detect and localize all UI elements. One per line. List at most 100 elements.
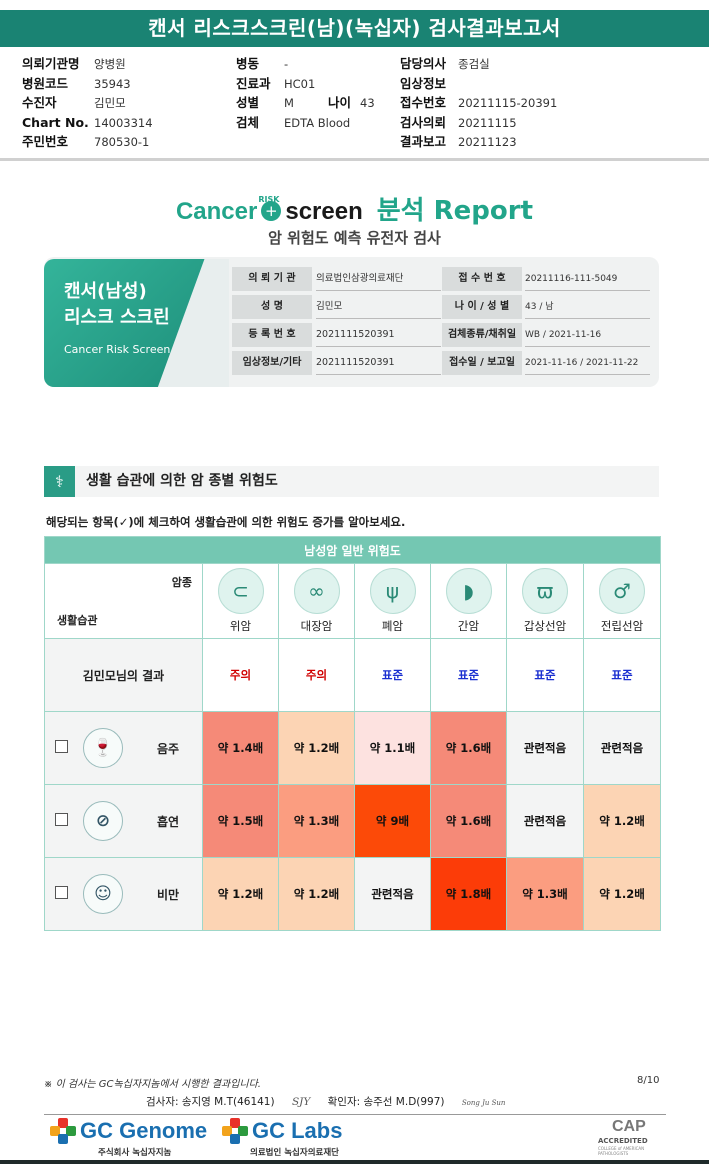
field-value: 14003314 xyxy=(94,115,153,130)
field-label: 결과보고 xyxy=(400,134,447,149)
smoking-icon: ⊘ xyxy=(83,801,123,841)
habit-label-cell: 🍷 음주 xyxy=(44,711,203,785)
cancer-column-header: ♂ 전립선암 xyxy=(582,563,662,639)
habit-checkbox[interactable] xyxy=(55,740,68,753)
field-label: 진료과 xyxy=(236,75,271,91)
footer-divider xyxy=(44,1114,666,1115)
info-value: 2021-11-16 / 2021-11-22 xyxy=(525,351,650,375)
cancer-name: 위암 xyxy=(229,619,252,633)
cancer-column-header: ◗ 간암 xyxy=(430,563,507,639)
logo-screen-text: screen xyxy=(285,198,363,225)
cancer-column-header: ⊂ 위암 xyxy=(202,563,279,639)
gc-labs-logo: GC Labs 의료법인 녹십자의료재단 xyxy=(222,1118,342,1158)
cancer-name: 대장암 xyxy=(300,619,333,633)
risk-cell: 관련적음 xyxy=(582,711,662,785)
info-key: 임상정보/기타 xyxy=(232,351,312,375)
gc-cross-icon xyxy=(50,1118,76,1144)
header-field: 진료과 HC01 xyxy=(236,74,375,94)
habit-checkbox[interactable] xyxy=(55,886,68,899)
header-col-2: 병동 - 진료과 HC01 성별 M 나이 43 검체 EDTA Blood xyxy=(236,54,375,132)
plus-circle-icon: + RISK xyxy=(258,195,282,221)
header-field: Chart No. 14003314 xyxy=(22,113,153,133)
risk-table: 남성암 일반 위험도 암종 생활습관 ⊂ 위암 ∞ 대장암 ψ 폐암 ◗ 간암 ϖ 갑상선암 ♂ 전립… xyxy=(43,536,662,931)
alcohol-icon: 🍷 xyxy=(83,728,123,768)
obesity-icon: ☺ xyxy=(83,874,123,914)
header-divider xyxy=(0,158,709,161)
cap-accredited-logo: CAP ACCREDITED COLLEGE of AMERICAN PATHO… xyxy=(596,1118,666,1156)
card-english-title: Cancer Risk Screen xyxy=(64,343,171,356)
logo-risk-text: RISK xyxy=(258,195,280,204)
logo-report-text: 분석 Report xyxy=(376,196,534,226)
logo-cancer-text: Cancer xyxy=(175,198,258,225)
info-value: 김민모 xyxy=(316,295,441,319)
tester-text: 검사자: 송지영 M.T(46141) xyxy=(146,1096,275,1108)
result-label: 김민모님의 결과 xyxy=(44,638,203,712)
cap-text: CAP xyxy=(612,1118,646,1135)
card-title-line: 캔서(남성) xyxy=(64,281,147,302)
header-field: 검사의뢰 20211115 xyxy=(400,113,557,133)
header-field: 의뢰기관명 양병원 xyxy=(22,54,153,74)
header-field: 임상정보 xyxy=(400,74,557,94)
thyroid-icon: ϖ xyxy=(522,568,568,614)
field-label: 담당의사 xyxy=(400,56,447,71)
habit-row: ⊘ 흡연 약 1.5배 약 1.3배 약 9배 약 1.6배 관련적음 약 1.2배 xyxy=(44,784,662,858)
prostate-icon: ♂ xyxy=(599,568,645,614)
tester-signature: SJY xyxy=(291,1096,311,1108)
risk-cell: 약 1.2배 xyxy=(202,857,279,931)
cap-accredited-text: ACCREDITED xyxy=(598,1137,648,1145)
info-key: 검체종류/채취일 xyxy=(442,323,522,347)
instruction-text: 해당되는 항목(✓)에 체크하여 생활습관에 의한 위험도 증가를 알아보세요. xyxy=(46,515,406,529)
habit-name: 비만 xyxy=(157,888,180,902)
habit-name: 흡연 xyxy=(157,815,180,829)
info-value: 의료법인삼광의료재단 xyxy=(316,267,441,291)
risk-cell: 약 1.1배 xyxy=(354,711,431,785)
brand-subtitle: 의료법인 녹십자의료재단 xyxy=(250,1148,339,1158)
habit-checkbox[interactable] xyxy=(55,813,68,826)
info-value: 20211116-111-5049 xyxy=(525,267,650,291)
lifestyle-header: 생활습관 xyxy=(57,614,98,627)
cancer-name: 간암 xyxy=(457,619,480,633)
result-status: 표준 xyxy=(582,638,662,712)
section-title: 생활 습관에 의한 암 종별 위험도 xyxy=(86,473,278,489)
report-subtitle: 암 위험도 예측 유전자 검사 xyxy=(268,229,441,247)
field-value: 종검실 xyxy=(458,57,490,71)
cancer-column-header: ϖ 갑상선암 xyxy=(506,563,584,639)
header-field: 수진자 김민모 xyxy=(22,93,153,113)
field-value: 양병원 xyxy=(94,57,126,71)
age-value: 43 xyxy=(360,96,375,110)
risk-cell: 약 1.3배 xyxy=(506,857,584,931)
habit-row: 🍷 음주 약 1.4배 약 1.2배 약 1.1배 약 1.6배 관련적음 관련적음 xyxy=(44,711,662,785)
stethoscope-icon: ⚕ xyxy=(44,466,75,497)
field-value: 김민모 xyxy=(94,96,126,110)
result-status: 표준 xyxy=(354,638,431,712)
risk-cell: 관련적음 xyxy=(354,857,431,931)
header-field: 병동 - xyxy=(236,54,375,74)
info-key: 성 명 xyxy=(232,295,312,319)
risk-cell: 약 1.6배 xyxy=(430,784,507,858)
info-key: 접수일 / 보고일 xyxy=(442,351,522,375)
info-key: 등 록 번 호 xyxy=(232,323,312,347)
confirmer-signature: Song Ju Sun xyxy=(461,1099,506,1107)
card-title-line: 리스크 스크린 xyxy=(64,307,170,328)
patient-info-card: 캔서(남성) 리스크 스크린 Cancer Risk Screen 의 뢰 기 … xyxy=(44,257,659,387)
stomach-icon: ⊂ xyxy=(217,568,264,614)
colon-icon: ∞ xyxy=(293,568,340,614)
field-label: 수진자 xyxy=(22,95,57,110)
risk-cell: 약 1.2배 xyxy=(582,784,662,858)
field-label: 의뢰기관명 xyxy=(22,56,80,71)
field-label: 주민번호 xyxy=(22,134,69,149)
header-field: 병원코드 35943 xyxy=(22,74,153,94)
risk-cell: 약 1.3배 xyxy=(278,784,355,858)
field-value: 20211115-20391 xyxy=(458,96,558,110)
field-value: EDTA Blood xyxy=(284,115,351,130)
lung-icon: ψ xyxy=(369,568,416,614)
risk-cell: 관련적음 xyxy=(506,711,584,785)
risk-cell: 약 1.4배 xyxy=(202,711,279,785)
gc-genome-logo: GC Genome 주식회사 녹십자지놈 xyxy=(50,1118,207,1158)
field-value: 20211123 xyxy=(458,135,517,149)
field-value: HC01 xyxy=(284,76,316,91)
field-value: M xyxy=(284,96,294,110)
cancer-type-header: 암종 xyxy=(171,576,192,589)
header-field: 담당의사 종검실 xyxy=(400,54,557,74)
cancer-screen-logo: Cancer + RISK screen 분석 Report xyxy=(0,190,709,227)
